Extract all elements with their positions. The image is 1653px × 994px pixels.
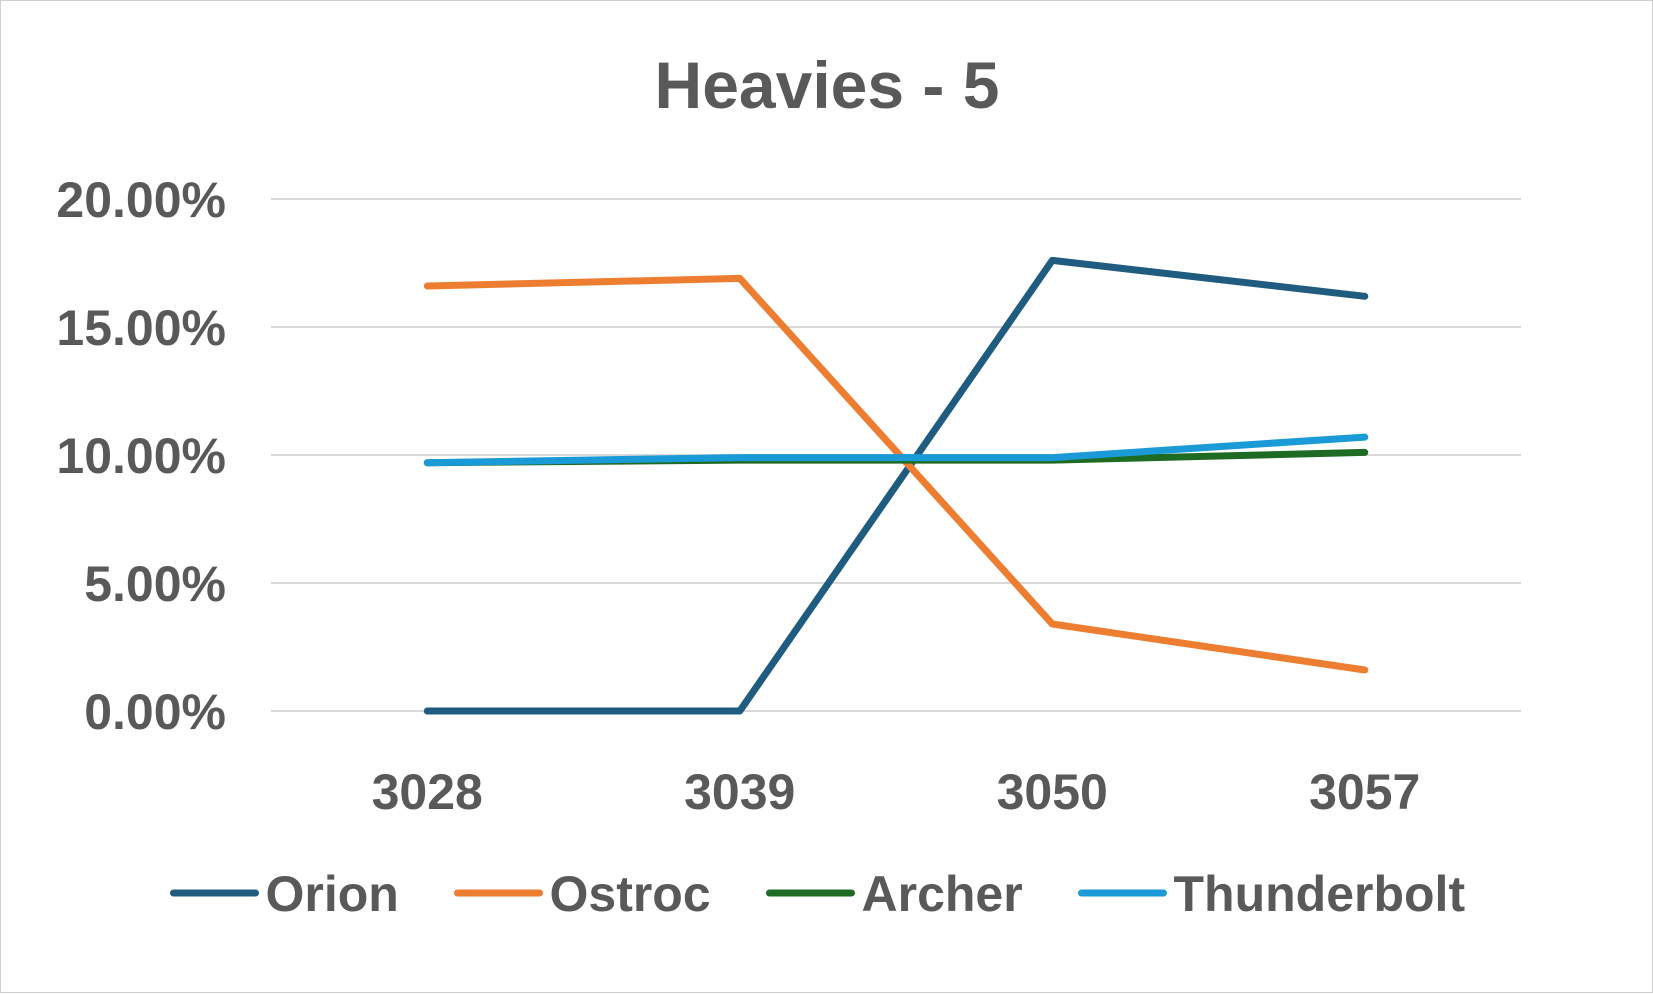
y-tick-label: 20.00% <box>56 172 226 228</box>
legend: Orion Ostroc Archer Thunderbolt <box>170 866 1466 922</box>
legend-label-archer: Archer <box>862 866 1023 922</box>
x-tick-label: 3050 <box>997 764 1108 820</box>
series-lines <box>423 256 1369 715</box>
series-line-orion <box>423 256 1369 715</box>
x-tick-label: 3057 <box>1309 764 1420 820</box>
chart-title: Heavies - 5 <box>655 48 1000 122</box>
series-line-ostroc <box>423 274 1369 674</box>
y-tick-label: 5.00% <box>84 556 226 612</box>
y-tick-label: 15.00% <box>56 300 226 356</box>
y-axis-tick-labels: 0.00% 5.00% 10.00% 15.00% 20.00% <box>56 172 226 740</box>
legend-label-ostroc: Ostroc <box>550 866 711 922</box>
series-line-thunderbolt <box>423 433 1369 467</box>
legend-label-orion: Orion <box>266 866 399 922</box>
legend-label-thunderbolt: Thunderbolt <box>1174 866 1466 922</box>
y-tick-label: 10.00% <box>56 428 226 484</box>
x-tick-label: 3028 <box>372 764 483 820</box>
y-tick-label: 0.00% <box>84 684 226 740</box>
x-axis-tick-labels: 3028 3039 3050 3057 <box>372 764 1421 820</box>
x-tick-label: 3039 <box>684 764 795 820</box>
